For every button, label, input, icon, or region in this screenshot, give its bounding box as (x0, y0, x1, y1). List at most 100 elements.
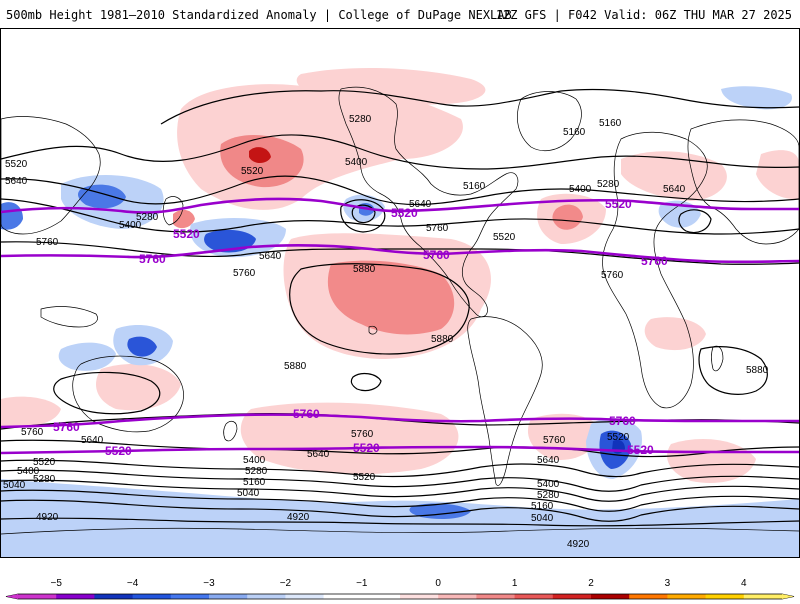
height-contours-purple (1, 197, 799, 455)
map-panel: 5280 5160 5160 5400 5520 5640 5280 5400 … (0, 28, 800, 558)
colorbar: −5−4−3−2−1012345 (0, 558, 800, 600)
label-5160: 5160 (563, 127, 586, 138)
colorbar-swatch (94, 594, 134, 599)
colorbar-tick-label: 0 (435, 578, 441, 589)
colorbar-swatch (285, 594, 325, 599)
anomaly-positive-africa (644, 317, 706, 351)
anomaly-negative-europe (658, 200, 701, 228)
colorbar-swatch (400, 594, 439, 599)
colorbar-swatch (743, 594, 783, 599)
coastlines (1, 86, 799, 535)
label-purple-5520: 5520 (173, 227, 200, 241)
anomaly-positive-arctic (296, 67, 486, 105)
label-5280: 5280 (136, 212, 159, 223)
label-purple-5520: 5520 (391, 206, 418, 220)
colorbar-tick-label: 4 (741, 578, 747, 589)
label-5640: 5640 (259, 251, 282, 262)
colorbar-swatch (476, 594, 516, 599)
colorbar-swatch (591, 594, 630, 599)
label-5280: 5280 (597, 179, 620, 190)
contour-5880-pacific-small (350, 372, 382, 392)
contour-5400-south (1, 469, 799, 492)
coastline-north-america (338, 86, 519, 318)
label-purple-5520: 5520 (353, 441, 380, 455)
label-5760: 5760 (36, 237, 59, 248)
contour-5520-north (1, 175, 799, 206)
anomaly-positive-east-asia (756, 150, 799, 200)
label-5520: 5520 (353, 472, 376, 483)
label-purple-5520: 5520 (605, 197, 632, 211)
anomaly-negative-australia-east-core (127, 336, 157, 357)
coastline-indonesia (40, 306, 98, 328)
label-5400: 5400 (243, 455, 266, 466)
coastline-south-america (467, 316, 543, 486)
anomaly-negative-australia-west (58, 342, 116, 371)
anomaly-negative-arctic (721, 86, 792, 110)
anomaly-positive-west (1, 396, 61, 428)
label-5760: 5760 (543, 435, 566, 446)
anomaly-shading (1, 67, 799, 557)
label-5640: 5640 (537, 455, 560, 466)
label-5880: 5880 (284, 361, 307, 372)
label-5040: 5040 (531, 513, 554, 524)
label-5640: 5640 (81, 435, 104, 446)
label-5880: 5880 (353, 264, 376, 275)
label-5760: 5760 (233, 268, 256, 279)
contour-5640-low-gulf-alaska (340, 199, 386, 233)
contour-5160-south (1, 489, 799, 512)
label-5040: 5040 (237, 488, 260, 499)
coastline-new-zealand (223, 420, 238, 442)
purple-contour-5760-north (1, 243, 799, 264)
contour-5520-south (1, 459, 799, 478)
label-4920: 4920 (287, 512, 310, 523)
colorbar-swatch (667, 594, 707, 599)
label-5640: 5640 (663, 184, 686, 195)
coastline-hawaii (368, 325, 378, 335)
contour-5040-south (1, 499, 799, 522)
colorbar-swatch (247, 594, 286, 599)
coastline-europe-africa (602, 131, 708, 409)
anomaly-negative-west-edge (1, 202, 23, 230)
colorbar-swatch (323, 594, 363, 599)
label-4920: 4920 (567, 539, 590, 550)
label-5280: 5280 (537, 490, 560, 501)
colorbar-swatch (132, 594, 172, 599)
colorbar-tick-label: −1 (356, 578, 368, 589)
colorbar-tick-label: 1 (512, 578, 518, 589)
label-5760: 5760 (351, 429, 374, 440)
contour-5880-north (289, 263, 470, 355)
label-5280: 5280 (33, 474, 56, 485)
map-title: 500mb Height 1981–2010 Standardized Anom… (6, 8, 512, 22)
colorbar-swatch (629, 594, 668, 599)
label-5520: 5520 (493, 232, 516, 243)
label-5520: 5520 (607, 432, 630, 443)
label-purple-5760: 5760 (293, 407, 320, 421)
contour-5760-north (1, 241, 799, 265)
label-5520: 5520 (33, 457, 56, 468)
anomaly-positive-npac-peak (249, 147, 271, 163)
label-5640: 5640 (5, 176, 28, 187)
coastline-madagascar (711, 345, 724, 372)
contour-labels-purple: 5520 5520 5520 5760 5760 5760 5760 5520 … (53, 197, 668, 458)
colorbar-swatch (552, 594, 592, 599)
anomaly-positive-australia (96, 364, 181, 411)
label-5760: 5760 (426, 223, 449, 234)
colorbar-tick-label: −3 (203, 578, 215, 589)
contour-5520-low-gulf-alaska (351, 204, 376, 224)
label-5520-west: 5520 (5, 159, 28, 170)
label-purple-5760: 5760 (423, 248, 450, 262)
contour-labels-black: 5280 5160 5160 5400 5520 5640 5280 5400 … (3, 114, 769, 550)
anomaly-positive-japan (173, 209, 195, 229)
label-5400: 5400 (569, 184, 592, 195)
contour-5880-africa (698, 346, 768, 395)
colorbar-tick-label: −5 (50, 578, 62, 589)
colorbar-end-low (6, 594, 18, 599)
coastline-antarctica (1, 527, 799, 535)
label-purple-5520: 5520 (627, 443, 654, 457)
label-purple-5760: 5760 (641, 254, 668, 268)
colorbar-swatch (56, 594, 95, 599)
label-5160: 5160 (599, 118, 622, 129)
anomaly-positive-atlantic-core (552, 204, 583, 230)
label-4920: 4920 (36, 512, 59, 523)
header: 500mb Height 1981–2010 Standardized Anom… (0, 0, 800, 28)
